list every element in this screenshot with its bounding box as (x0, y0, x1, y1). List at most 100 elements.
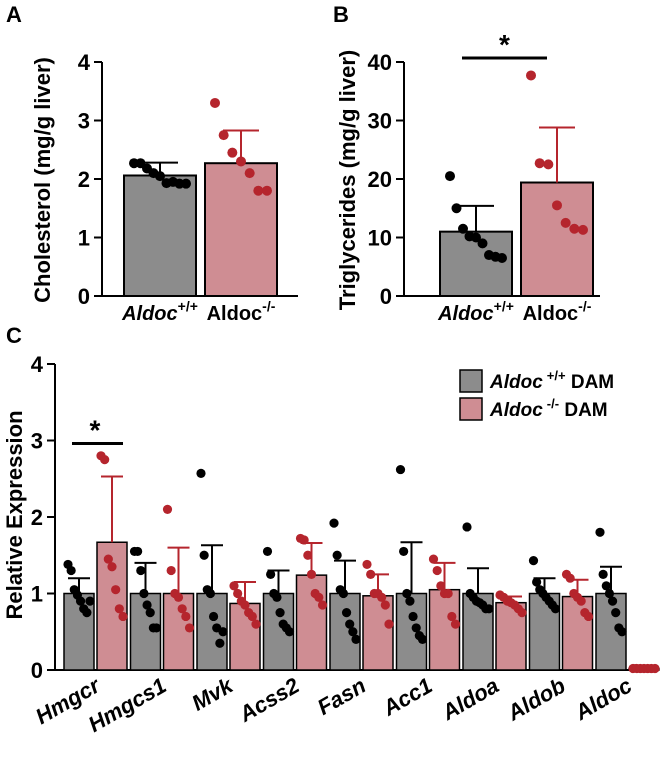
data-point (477, 238, 488, 249)
data-point (145, 608, 155, 618)
gene-label: Aldoc (570, 673, 636, 726)
data-point (450, 619, 461, 629)
bar (204, 162, 278, 297)
category-label: Aldoc+/+ (121, 298, 198, 325)
data-point (341, 608, 352, 618)
category-label-italic: Aldoc (437, 303, 494, 325)
data-point (215, 638, 225, 648)
data-point (598, 569, 608, 579)
data-point (253, 185, 264, 196)
bar (123, 174, 197, 298)
data-point (262, 546, 273, 557)
data-point (650, 663, 660, 674)
data-point (560, 217, 571, 228)
legend-italic: Aldoc (489, 372, 543, 393)
significance-star: * (499, 29, 510, 60)
data-point (240, 600, 250, 610)
data-point (306, 569, 317, 579)
y-tick-label: 2 (31, 505, 43, 530)
data-point (402, 588, 412, 599)
data-point (275, 608, 285, 618)
data-point (299, 535, 309, 545)
data-point (166, 565, 176, 576)
category-label-plain: Aldoc (523, 303, 579, 325)
data-point (565, 573, 575, 583)
gene-label: Aldoa (437, 673, 503, 726)
data-point (345, 619, 355, 629)
panel-a-label: A (6, 2, 22, 27)
bar (428, 588, 461, 671)
data-point (583, 611, 594, 622)
data-point (142, 600, 152, 610)
data-point (118, 611, 128, 622)
data-point (173, 592, 184, 602)
data-point (284, 627, 295, 637)
y-tick-label: 4 (78, 50, 91, 75)
data-point (227, 147, 238, 158)
data-point (532, 577, 542, 587)
data-point (451, 203, 462, 214)
data-point (604, 588, 615, 599)
gene-label: Acss2 (234, 672, 304, 727)
data-point (569, 223, 580, 234)
category-label-sup: +/+ (494, 298, 514, 314)
y-tick-label: 2 (78, 167, 90, 192)
data-point (550, 604, 561, 614)
data-point (617, 627, 627, 637)
data-point (528, 556, 539, 566)
category-label-plain: Aldoc (207, 303, 263, 325)
data-point (384, 619, 394, 629)
data-point (151, 623, 162, 633)
data-point (362, 559, 372, 570)
bar (561, 595, 594, 671)
data-point (262, 185, 272, 196)
panel-b: B Triglycerides (mg/g liver) 0 10 20 30 40 Al… (333, 2, 600, 325)
data-point (100, 455, 110, 465)
y-tick-label: 1 (31, 582, 43, 607)
data-point (408, 611, 418, 622)
category-label-sup: +/+ (178, 298, 198, 314)
data-point (332, 550, 342, 560)
category-label: Aldoc+/+ (437, 298, 514, 325)
gene-label: Fasn (313, 673, 370, 720)
y-tick-label: 4 (31, 352, 44, 377)
data-point (601, 581, 611, 591)
y-tick-label: 10 (368, 226, 392, 251)
data-point (103, 554, 113, 564)
bar (295, 574, 328, 671)
significance-star: * (90, 415, 101, 446)
y-tick-label: 0 (78, 284, 90, 309)
data-point (199, 550, 209, 560)
y-tick-label: 30 (368, 109, 392, 134)
data-point (218, 130, 229, 141)
data-point (208, 611, 219, 622)
legend-plain: DAM (559, 400, 608, 421)
panel-b-label: B (333, 2, 349, 27)
data-point (181, 178, 191, 189)
legend-italic: Aldoc (489, 400, 543, 421)
data-point (82, 608, 92, 618)
gene-label: Acc1 (378, 673, 437, 721)
gene-label: Aldob (502, 673, 569, 726)
data-point (578, 224, 588, 235)
data-point (314, 592, 324, 602)
data-point (236, 156, 246, 167)
data-point (181, 611, 191, 622)
data-point (377, 592, 387, 602)
y-tick-label: 3 (31, 429, 43, 454)
data-point (366, 569, 376, 579)
legend-label: Aldoc -/- DAM (489, 396, 608, 421)
category-label-sup: -/- (262, 298, 276, 314)
legend-sup: +/+ (547, 368, 566, 383)
data-point (85, 596, 95, 606)
data-point (436, 581, 446, 591)
data-point (229, 581, 239, 591)
data-point (136, 565, 146, 576)
data-point (177, 604, 187, 614)
data-point (411, 623, 421, 633)
data-point (417, 634, 428, 645)
data-point (266, 569, 276, 579)
data-point (543, 159, 554, 170)
data-point (107, 562, 117, 572)
